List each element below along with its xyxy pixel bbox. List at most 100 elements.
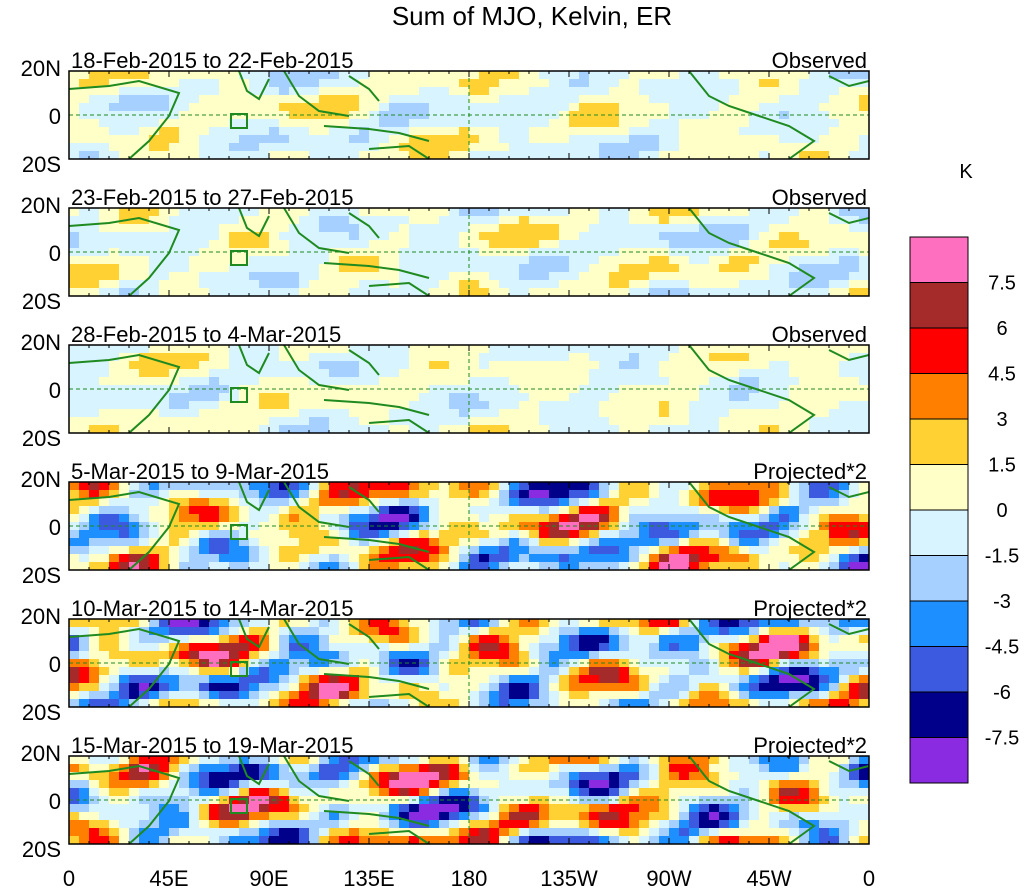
field-cell (119, 788, 130, 797)
coast-line (238, 345, 270, 375)
field-cell (269, 256, 280, 265)
field-cell (179, 369, 190, 378)
field-cell (659, 667, 670, 676)
field-cell (449, 353, 460, 362)
field-cell (769, 651, 780, 660)
field-cell (649, 87, 660, 96)
field-cell (849, 232, 860, 241)
field-cell (79, 699, 90, 707)
field-cell (849, 240, 860, 249)
field-cell (639, 87, 650, 96)
field-cell (669, 256, 680, 265)
field-cell (589, 361, 600, 370)
field-cell (199, 699, 210, 707)
field-cell (399, 425, 410, 433)
field-cell (349, 506, 360, 515)
field-cell (359, 756, 370, 765)
field-cell (219, 772, 230, 781)
field-cell (619, 530, 630, 539)
field-cell (759, 788, 770, 797)
field-cell (569, 127, 580, 136)
field-cell (119, 417, 130, 426)
field-cell (489, 345, 500, 354)
field-cell (439, 482, 450, 491)
field-cell (329, 699, 340, 707)
field-cell (309, 135, 320, 144)
field-cell (559, 554, 570, 563)
field-cell (799, 87, 810, 96)
field-cell (709, 71, 720, 80)
field-cell (399, 490, 410, 499)
field-cell (349, 288, 360, 296)
field-cell (629, 788, 640, 797)
field-cell (599, 377, 610, 386)
field-cell (409, 683, 420, 692)
field-cell (69, 71, 80, 80)
field-cell (309, 772, 320, 781)
field-cell (629, 224, 640, 233)
field-cell (539, 361, 550, 370)
field-cell (539, 87, 550, 96)
field-cell (579, 627, 590, 636)
field-cell (209, 804, 220, 813)
field-cell (369, 780, 380, 789)
field-cell (229, 554, 240, 563)
field-cell (789, 651, 800, 660)
field-cell (369, 361, 380, 370)
field-cell (409, 208, 420, 217)
field-cell (369, 659, 380, 668)
field-cell (589, 208, 600, 217)
field-cell (269, 232, 280, 241)
field-cell (189, 498, 200, 507)
field-cell (319, 699, 330, 707)
field-cell (329, 224, 340, 233)
field-cell (349, 87, 360, 96)
field-cell (189, 385, 200, 394)
field-cell (559, 691, 570, 700)
field-cell (689, 127, 700, 136)
field-cell (449, 127, 460, 136)
field-cell (599, 643, 610, 652)
field-cell (739, 788, 750, 797)
field-cell (509, 208, 520, 217)
field-cell (249, 756, 260, 765)
field-cell (639, 780, 650, 789)
field-cell (289, 482, 300, 491)
field-cell (819, 377, 830, 386)
field-cell (489, 409, 500, 418)
field-cell (479, 554, 490, 563)
field-cell (459, 554, 470, 563)
field-cell (409, 756, 420, 765)
field-cell (309, 643, 320, 652)
field-cell (539, 143, 550, 152)
field-cell (199, 417, 210, 426)
field-cell (79, 756, 90, 765)
field-cell (259, 272, 270, 281)
field-cell (729, 369, 740, 378)
field-cell (659, 345, 670, 354)
field-cell (179, 804, 190, 813)
field-cell (849, 345, 860, 354)
field-cell (709, 272, 720, 281)
field-cell (359, 151, 370, 159)
field-cell (529, 135, 540, 144)
field-cell (279, 498, 290, 507)
field-cell (719, 506, 730, 515)
field-cell (819, 119, 830, 128)
field-cell (459, 643, 470, 652)
field-cell (179, 627, 190, 636)
field-cell (79, 764, 90, 773)
field-cell (109, 804, 120, 813)
field-cell (679, 71, 690, 80)
field-cell (699, 240, 710, 249)
field-cell (739, 506, 750, 515)
field-cell (99, 772, 110, 781)
field-cell (89, 79, 100, 88)
field-cell (709, 538, 720, 547)
field-cell (279, 756, 290, 765)
field-cell (479, 143, 490, 152)
field-cell (599, 675, 610, 684)
field-cell (239, 95, 250, 104)
field-cell (569, 393, 580, 402)
field-cell (709, 691, 720, 700)
